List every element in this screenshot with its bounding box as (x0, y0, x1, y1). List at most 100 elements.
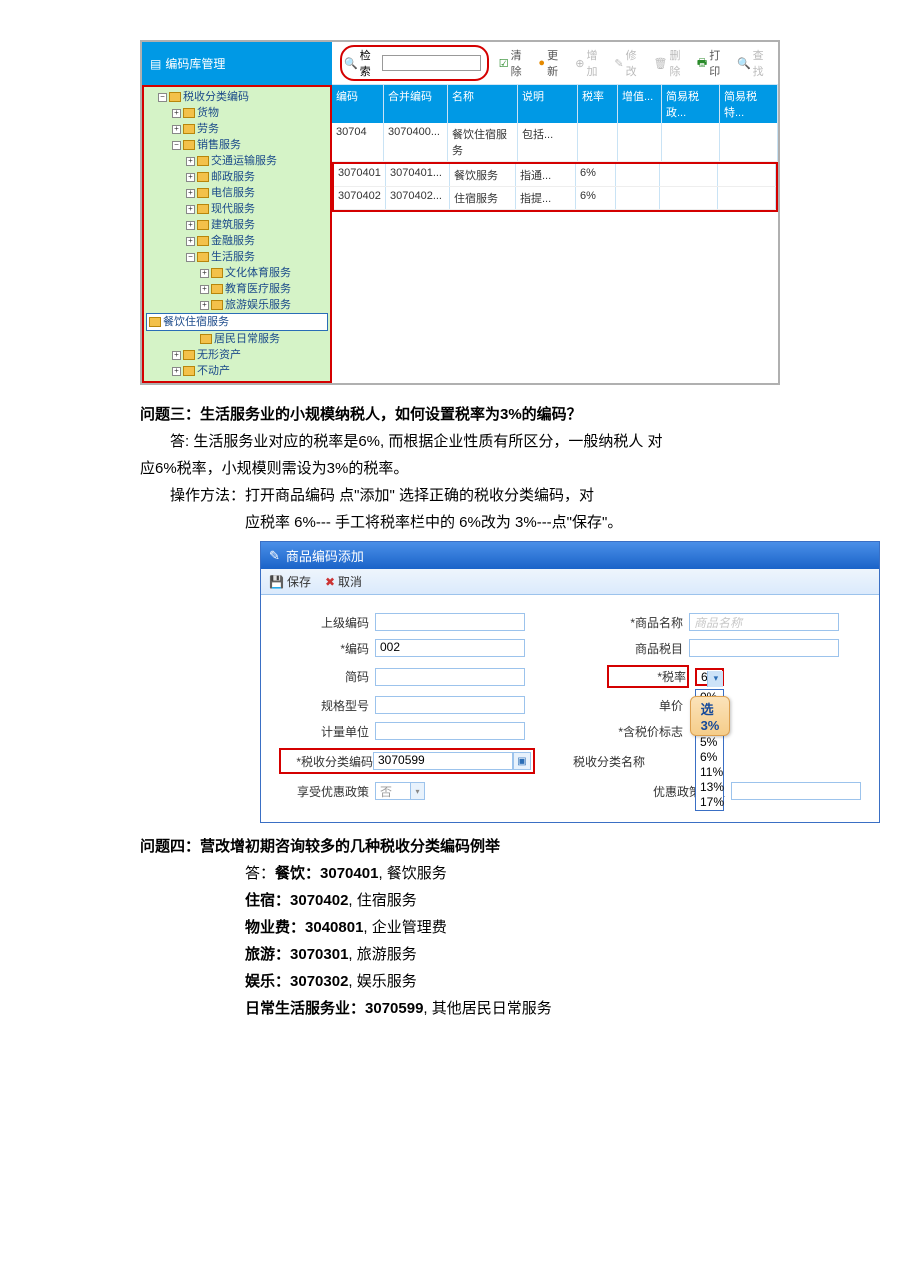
expand-icon[interactable]: + (186, 237, 195, 246)
q4-item: 住宿：3070402, 住宿服务 (140, 889, 780, 910)
cancel-label: 取消 (338, 573, 362, 590)
q3-answer-line1: 答: 生活服务业对应的税率是6%, 而根据企业性质有所区分，一般纳税人 对 (140, 430, 780, 454)
expand-icon[interactable]: + (200, 301, 209, 310)
tree-root[interactable]: −税收分类编码 (146, 89, 328, 105)
expand-icon[interactable]: + (186, 173, 195, 182)
check-icon: ☑ (499, 57, 509, 70)
expand-icon[interactable]: + (186, 157, 195, 166)
form-row: 计量单位 *含税价标志 (279, 722, 861, 740)
tree-edu[interactable]: +教育医疗服务 (146, 281, 328, 297)
expand-icon[interactable]: + (172, 109, 181, 118)
expand-icon[interactable]: + (172, 351, 181, 360)
chevron-down-icon[interactable]: ▾ (410, 783, 424, 799)
toolbar-find[interactable]: 🔍查找 (737, 47, 770, 79)
expand-icon[interactable]: + (172, 367, 181, 376)
q4-name: , 旅游服务 (348, 946, 416, 963)
cell: 包括... (518, 123, 578, 161)
tree-intang[interactable]: +无形资产 (146, 347, 328, 363)
tree-culture[interactable]: +文化体育服务 (146, 265, 328, 281)
toolbar-add[interactable]: ⊕增加 (575, 47, 604, 79)
tree-tele[interactable]: +电信服务 (146, 185, 328, 201)
input-taxitem[interactable] (689, 639, 839, 657)
input-spec[interactable] (375, 696, 525, 714)
chevron-down-icon[interactable]: ▾ (707, 671, 723, 687)
tree-labor[interactable]: +劳务 (146, 121, 328, 137)
rate-dropdown[interactable]: 6% ▾ 0% 3% 4% 5% 6% 11% 13% 17% 选 3% (695, 670, 724, 684)
expand-icon[interactable]: + (172, 125, 181, 134)
form-row: *编码 002 商品税目 (279, 639, 861, 657)
tree-fin[interactable]: + 金融服务 (146, 233, 328, 249)
rate-option[interactable]: 6% (696, 750, 723, 765)
tree-label: 金融服务 (211, 233, 255, 249)
search-icon: 🔍 (344, 57, 358, 70)
folder-icon (197, 236, 209, 246)
delete-icon: 🗑 (654, 57, 668, 70)
dialog-form: 上级编码 *商品名称 商品名称 *编码 002 商品税目 简码 *税率 6% ▾ (261, 595, 879, 822)
input-short[interactable] (375, 668, 525, 686)
search-input[interactable] (382, 55, 481, 71)
tree-sales[interactable]: −销售服务 (146, 137, 328, 153)
rate-option[interactable]: 17% (696, 795, 723, 810)
form-row: 规格型号 单价 (279, 696, 861, 714)
collapse-icon[interactable]: − (158, 93, 167, 102)
input-parent[interactable] (375, 613, 525, 631)
lookup-button[interactable]: ▣ (513, 752, 531, 770)
ss1-toolbar: 🔍 检索 ☑清除 ●更新 ⊕增加 ✎修改 🗑删除 🖶打印 🔍查找 (332, 42, 778, 85)
input-preftype[interactable] (731, 782, 861, 800)
screenshot-add-dialog: ✎ 商品编码添加 💾保存 ✖取消 上级编码 *商品名称 商品名称 *编码 002… (260, 541, 880, 823)
table-row[interactable]: 30704 3070400... 餐饮住宿服务 包括... (332, 123, 778, 162)
tree-goods[interactable]: +货物 (146, 105, 328, 121)
label-clsname: 税收分类名称 (569, 753, 645, 770)
input-unit[interactable] (375, 722, 525, 740)
label-taxitem: 商品税目 (607, 640, 683, 657)
save-button[interactable]: 💾保存 (269, 573, 311, 590)
toolbar-refresh[interactable]: ●更新 (538, 47, 565, 79)
label-cls: *税收分类编码 (283, 753, 373, 770)
tree-ent[interactable]: +旅游娱乐服务 (146, 297, 328, 313)
rate-option[interactable]: 13% (696, 780, 723, 795)
expand-icon[interactable]: + (186, 189, 195, 198)
input-cls[interactable]: 3070599 (373, 752, 513, 770)
cancel-button[interactable]: ✖取消 (325, 573, 362, 590)
tree-catering-selected[interactable]: 餐饮住宿服务 (146, 313, 328, 331)
select-pref[interactable]: 否 ▾ (375, 782, 425, 800)
tree-estate[interactable]: +不动产 (146, 363, 328, 379)
cell: 3070401... (386, 164, 450, 186)
input-name[interactable]: 商品名称 (689, 613, 839, 631)
cell (616, 187, 660, 209)
tree-life[interactable]: −生活服务 (146, 249, 328, 265)
tree-modern[interactable]: +现代服务 (146, 201, 328, 217)
input-code[interactable]: 002 (375, 639, 525, 657)
tree-const[interactable]: + 建筑服务 (146, 217, 328, 233)
toolbar-del-label: 删除 (670, 47, 687, 79)
toolbar-mod[interactable]: ✎修改 (614, 47, 643, 79)
folder-icon (149, 317, 161, 327)
collapse-icon[interactable]: − (172, 141, 181, 150)
expand-icon[interactable]: + (200, 285, 209, 294)
expand-icon[interactable]: + (186, 221, 195, 230)
toolbar-del[interactable]: 🗑删除 (654, 47, 687, 79)
collapse-icon[interactable]: − (186, 253, 195, 262)
toolbar-print[interactable]: 🖶打印 (697, 47, 727, 79)
category-tree[interactable]: −税收分类编码 +货物 +劳务 −销售服务 +交通运输服务 +邮政服务 +电信服… (142, 85, 332, 383)
rate-option[interactable]: 5% (696, 735, 723, 750)
table-row[interactable]: 3070402 3070402... 住宿服务 指提... 6% (334, 187, 776, 210)
q4-label: 娱乐： (245, 973, 290, 990)
save-label: 保存 (287, 573, 311, 590)
tree-trans[interactable]: +交通运输服务 (146, 153, 328, 169)
tree-post[interactable]: +邮政服务 (146, 169, 328, 185)
expand-icon[interactable]: + (186, 205, 195, 214)
rate-option[interactable]: 11% (696, 765, 723, 780)
tree-label: 居民日常服务 (214, 331, 280, 347)
tree-label: 建筑服务 (211, 217, 255, 233)
toolbar-clear[interactable]: ☑清除 (499, 47, 529, 79)
tree-daily[interactable]: 居民日常服务 (146, 331, 328, 347)
label-code: *编码 (279, 640, 369, 657)
folder-icon (211, 300, 223, 310)
cell: 餐饮服务 (450, 164, 516, 186)
table-row[interactable]: 3070401 3070401... 餐饮服务 指通... 6% (334, 164, 776, 187)
folder-icon (197, 220, 209, 230)
col-rate: 税率 (578, 85, 618, 123)
cell: 3070402 (334, 187, 386, 209)
expand-icon[interactable]: + (200, 269, 209, 278)
